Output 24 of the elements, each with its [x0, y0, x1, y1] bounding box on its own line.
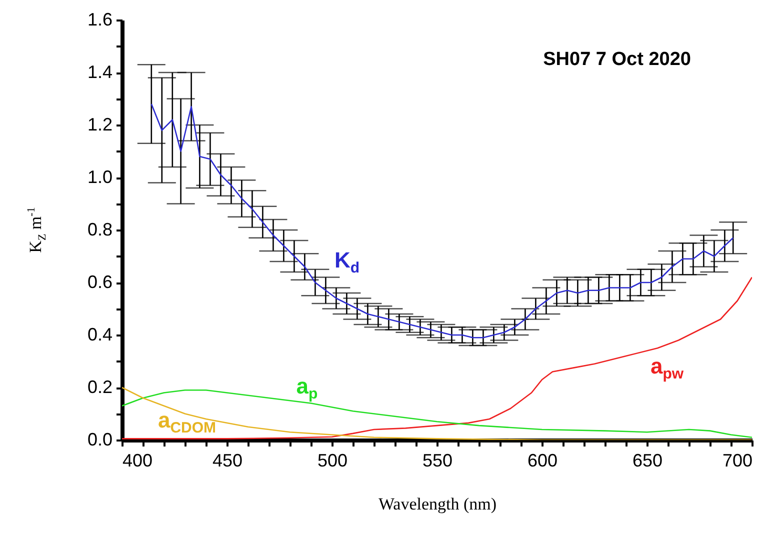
y-tick-label: 1.0 [87, 167, 112, 187]
x-tick-label: 550 [422, 450, 453, 470]
line-series [150, 103, 734, 338]
annotation: a$_{CDOM}$ [158, 407, 216, 437]
x-tick-label: 500 [317, 450, 348, 470]
x-tick-label: 400 [122, 450, 153, 470]
annotation: K$_{d}$ [334, 247, 360, 277]
y-tick-label: 1.6 [87, 10, 112, 30]
x-tick-label: 700 [722, 450, 752, 470]
y-tick-label: 1.4 [87, 62, 112, 82]
annotation: a$_{pw}$ [650, 353, 684, 383]
x-axis-title: Wavelength (nm) [378, 494, 497, 514]
x-tick-label: 600 [527, 450, 558, 470]
x-tick-label: 450 [212, 450, 243, 470]
y-tick-label: 0.6 [87, 272, 112, 292]
y-tick-label: 0.0 [87, 430, 112, 450]
annotation: a$_{p}$ [296, 373, 318, 403]
y-tick-label: 0.8 [87, 220, 112, 240]
text: SH07 7 Oct 2020 [543, 49, 691, 70]
y-tick-label: 0.2 [87, 377, 112, 397]
y-tick-label: 0.4 [87, 324, 112, 344]
x-tick-label: 650 [632, 450, 663, 470]
line-series [122, 276, 752, 440]
y-tick-label: 1.2 [87, 114, 112, 134]
